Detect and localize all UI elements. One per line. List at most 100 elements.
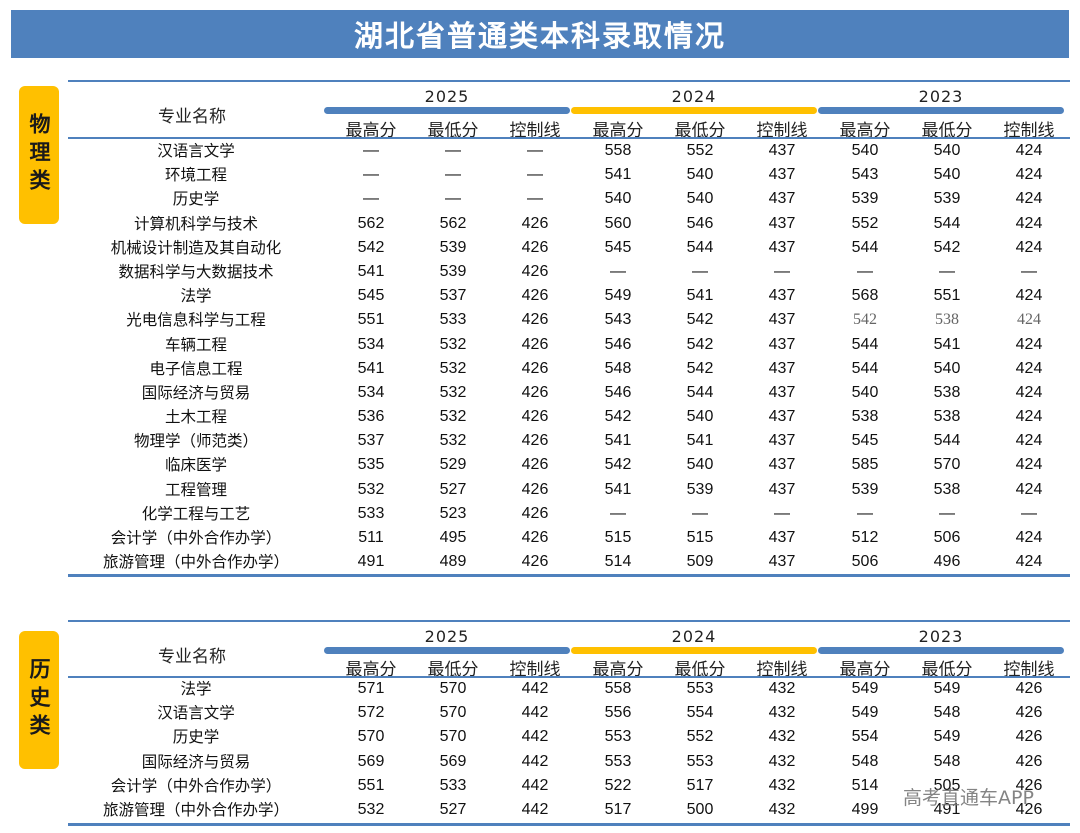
metric-header-max: 最高分 — [592, 660, 644, 680]
score-cell: 432 — [768, 776, 796, 794]
score-cell: 532 — [439, 383, 467, 401]
score-cell: 505 — [933, 776, 961, 794]
score-cell: 539 — [933, 190, 961, 208]
table-row: 化学工程与工艺 533 523 426 — — — — — — — [68, 502, 1070, 526]
score-cell: — — [939, 504, 955, 522]
score-cell: 437 — [768, 238, 796, 256]
score-cell: 532 — [357, 800, 385, 818]
table-row: 环境工程 — — — 541 540 437 543 540 424 — [68, 163, 1070, 187]
table-bottom-rule — [68, 574, 1070, 577]
score-cell: 442 — [521, 752, 549, 770]
score-cell: 437 — [768, 529, 796, 546]
score-cell: 437 — [768, 311, 796, 329]
score-cell: 548 — [851, 752, 879, 770]
score-cell: 426 — [1015, 752, 1043, 770]
score-cell: 553 — [604, 728, 632, 746]
score-cell: 552 — [851, 214, 879, 232]
score-cell: 539 — [439, 238, 467, 256]
score-cell: 533 — [357, 504, 385, 522]
table-row: 国际经济与贸易 569 569 442 553 553 432 548 548 426 — [68, 750, 1070, 774]
score-cell: — — [527, 142, 543, 159]
score-cell: 551 — [357, 776, 385, 794]
score-cell: 542 — [357, 238, 385, 256]
major-name-cell: 临床医学 — [164, 456, 227, 475]
major-name-cell: 旅游管理（中外合作办学） — [102, 553, 289, 572]
score-cell: 549 — [851, 704, 879, 722]
table-row: 历史学 570 570 442 553 552 432 554 549 426 — [68, 725, 1070, 749]
major-name-cell: 历史学 — [172, 190, 220, 209]
major-name-cell: 汉语言文学 — [157, 142, 235, 160]
score-cell: 542 — [853, 311, 877, 329]
score-cell: 426 — [1015, 728, 1043, 746]
score-cell: 572 — [357, 704, 385, 722]
score-cell: 489 — [439, 553, 467, 571]
score-cell: 426 — [1015, 680, 1043, 697]
major-column-header: 专业名称 — [158, 647, 226, 667]
score-cell: 544 — [851, 335, 879, 353]
score-cell: 522 — [604, 776, 632, 794]
score-cell: 424 — [1015, 408, 1043, 426]
score-cell: 512 — [851, 529, 879, 546]
metric-header-min: 最低分 — [674, 660, 726, 680]
score-cell: 437 — [768, 480, 796, 498]
score-cell: 424 — [1017, 311, 1041, 329]
metric-header-control: 控制线 — [1003, 660, 1055, 680]
major-name-cell: 光电信息科学与工程 — [126, 311, 266, 330]
score-cell: 426 — [521, 262, 549, 280]
score-cell: 426 — [521, 408, 549, 426]
score-cell: — — [445, 142, 461, 159]
metric-header-min: 最低分 — [921, 121, 973, 141]
score-cell: — — [692, 504, 708, 522]
metric-header-max: 最高分 — [345, 121, 397, 141]
score-cell: — — [1021, 504, 1037, 522]
score-cell: — — [610, 262, 626, 280]
table-row: 旅游管理（中外合作办学） 532 527 442 517 500 432 499 491 426 — [68, 798, 1070, 822]
score-cell: 540 — [851, 142, 879, 159]
score-cell: 515 — [686, 529, 714, 546]
year-bar-2023 — [818, 107, 1064, 114]
score-cell: 432 — [768, 680, 796, 697]
score-cell: 514 — [851, 776, 879, 794]
score-cell: 540 — [686, 166, 714, 184]
score-cell: 426 — [521, 529, 549, 546]
score-cell: 554 — [851, 728, 879, 746]
score-cell: — — [1021, 262, 1037, 280]
score-cell: 517 — [686, 776, 714, 794]
score-cell: — — [774, 262, 790, 280]
year-header-2025: 2025 — [424, 87, 470, 106]
major-name-cell: 化学工程与工艺 — [141, 504, 251, 523]
score-cell: 426 — [1015, 704, 1043, 722]
score-cell: 541 — [357, 359, 385, 377]
score-cell: 515 — [604, 529, 632, 546]
score-cell: 553 — [686, 752, 714, 770]
score-cell: 506 — [851, 553, 879, 571]
score-cell: 538 — [935, 311, 959, 329]
score-cell: — — [527, 190, 543, 208]
table-row: 计算机科学与技术 562 562 426 560 546 437 552 544 424 — [68, 212, 1070, 236]
score-cell: 496 — [933, 553, 961, 571]
score-cell: 424 — [1015, 383, 1043, 401]
score-cell: 426 — [521, 480, 549, 498]
score-cell: 544 — [851, 238, 879, 256]
table-row: 国际经济与贸易 534 532 426 546 544 437 540 538 424 — [68, 381, 1070, 405]
header-rule — [68, 676, 1070, 678]
score-cell: — — [363, 166, 379, 184]
score-cell: 562 — [357, 214, 385, 232]
score-cell: 437 — [768, 335, 796, 353]
score-cell: 558 — [604, 680, 632, 697]
score-cell: 527 — [439, 480, 467, 498]
score-cell: 426 — [1015, 800, 1043, 818]
score-cell: 517 — [604, 800, 632, 818]
major-name-cell: 土木工程 — [164, 408, 227, 427]
score-cell: 426 — [521, 287, 549, 305]
score-cell: 542 — [686, 359, 714, 377]
table-row: 汉语言文学 — — — 558 552 437 540 540 424 — [68, 139, 1070, 163]
score-cell: 491 — [933, 800, 961, 818]
score-cell: 541 — [933, 335, 961, 353]
metric-header-min: 最低分 — [427, 660, 479, 680]
score-cell: 554 — [686, 704, 714, 722]
metric-header-control: 控制线 — [1003, 121, 1055, 141]
score-cell: 540 — [851, 383, 879, 401]
score-cell: 442 — [521, 728, 549, 746]
score-cell: 500 — [686, 800, 714, 818]
